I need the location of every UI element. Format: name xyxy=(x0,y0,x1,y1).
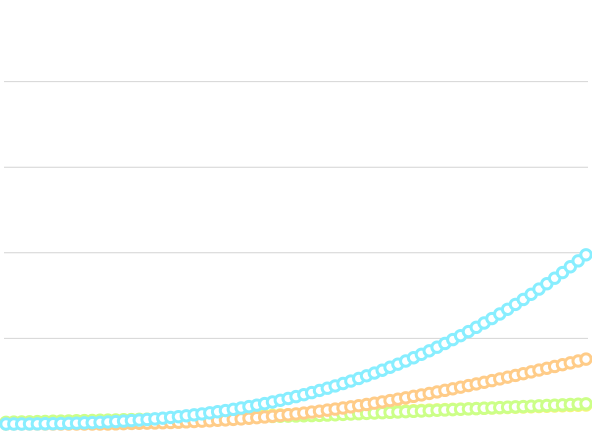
data-point xyxy=(579,397,592,411)
data-point xyxy=(579,248,592,262)
data-series xyxy=(0,248,592,431)
gridlines xyxy=(4,81,588,339)
series-4 xyxy=(0,248,592,431)
data-point xyxy=(579,352,592,366)
